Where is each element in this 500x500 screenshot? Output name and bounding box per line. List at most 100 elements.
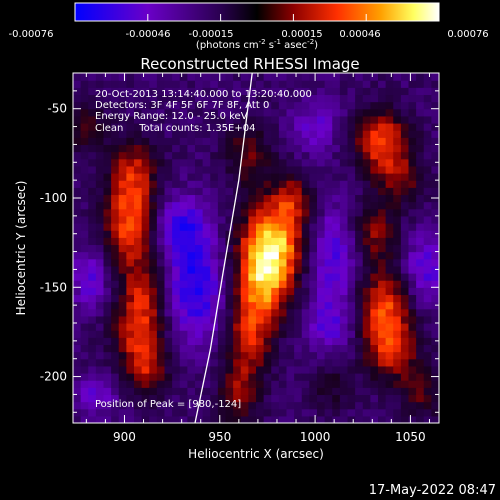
heatmap-cell xyxy=(347,208,356,217)
heatmap-cell xyxy=(416,144,425,153)
heatmap-cell xyxy=(172,230,181,238)
heatmap-cell xyxy=(263,115,272,124)
heatmap-cell xyxy=(210,87,219,96)
heatmap-cell xyxy=(263,108,272,117)
heatmap-cell xyxy=(423,201,432,210)
x-tick-label: 950 xyxy=(208,430,231,444)
heatmap-cell xyxy=(263,87,272,96)
heatmap-cell xyxy=(233,94,242,103)
heatmap-cell xyxy=(111,101,120,110)
heatmap-cell xyxy=(332,73,341,81)
heatmap-cell xyxy=(134,287,143,296)
heatmap-cell xyxy=(134,108,143,117)
heatmap-cell xyxy=(134,144,143,153)
heatmap-cell xyxy=(210,330,219,338)
heatmap-cell xyxy=(233,130,242,138)
heatmap-cell xyxy=(355,337,364,346)
heatmap-cell xyxy=(103,237,112,246)
heatmap-cell xyxy=(80,223,89,231)
heatmap-cell xyxy=(149,108,158,117)
heatmap-cell xyxy=(233,108,242,117)
heatmap-cell xyxy=(332,223,341,231)
heatmap-cell xyxy=(355,358,364,367)
heatmap-cell xyxy=(347,358,356,367)
heatmap-cell xyxy=(317,280,326,288)
heatmap-cell xyxy=(210,301,219,310)
heatmap-cell xyxy=(225,380,234,388)
heatmap-cell xyxy=(393,373,402,381)
heatmap-cell xyxy=(294,130,303,138)
heatmap-cell xyxy=(256,301,265,310)
heatmap-cell xyxy=(423,258,432,267)
heatmap-cell xyxy=(202,358,211,367)
heatmap-cell xyxy=(423,394,432,403)
heatmap-cell xyxy=(431,308,439,317)
heatmap-cell xyxy=(416,73,425,81)
heatmap-cell xyxy=(88,144,97,153)
heatmap-cell xyxy=(324,187,333,196)
heatmap-cell xyxy=(378,401,387,410)
heatmap-cell xyxy=(408,265,417,274)
heatmap-cell xyxy=(294,294,303,303)
heatmap-cell xyxy=(286,115,295,124)
heatmap-cell xyxy=(111,230,120,238)
heatmap-cell xyxy=(95,358,105,367)
heatmap-cell xyxy=(172,323,181,331)
heatmap-cell xyxy=(187,123,196,131)
colorbar-tick-label: 0.00015 xyxy=(281,29,322,40)
heatmap-cell xyxy=(73,280,82,288)
heatmap-cell xyxy=(187,280,196,288)
heatmap-cell xyxy=(248,387,257,396)
heatmap-cell xyxy=(385,251,394,260)
heatmap-cell xyxy=(309,337,318,346)
heatmap-cell xyxy=(347,308,356,317)
heatmap-cell xyxy=(385,358,394,367)
heatmap-cell xyxy=(225,130,234,138)
heatmap-cell xyxy=(141,201,150,210)
heatmap-cell xyxy=(286,287,295,296)
heatmap-cell xyxy=(233,287,242,296)
heatmap-cell xyxy=(263,208,272,217)
heatmap-cell xyxy=(240,87,249,96)
heatmap-cell xyxy=(370,237,379,246)
heatmap-cell xyxy=(141,415,150,423)
heatmap-cell xyxy=(103,351,112,360)
heatmap-cell xyxy=(278,365,288,374)
heatmap-cell xyxy=(385,230,394,238)
heatmap-cell xyxy=(408,80,417,88)
heatmap-cell xyxy=(95,137,105,146)
heatmap-cell xyxy=(393,115,402,124)
heatmap-cell xyxy=(324,230,333,238)
heatmap-cell xyxy=(423,323,432,331)
heatmap-cell xyxy=(324,408,333,417)
heatmap-cell xyxy=(156,187,166,196)
heatmap-cell xyxy=(118,208,127,217)
heatmap-cell xyxy=(324,287,333,296)
heatmap-cell xyxy=(240,358,249,367)
heatmap-cell xyxy=(141,223,150,231)
heatmap-cell xyxy=(294,237,303,246)
heatmap-cell xyxy=(80,273,89,281)
heatmap-cell xyxy=(408,194,417,203)
heatmap-cell xyxy=(416,187,425,196)
heatmap-cell xyxy=(233,323,242,331)
heatmap-cell xyxy=(355,380,364,388)
heatmap-cell xyxy=(431,115,439,124)
heatmap-cell xyxy=(88,73,97,81)
heatmap-cell xyxy=(225,315,234,324)
heatmap-cell xyxy=(240,265,249,274)
heatmap-cell xyxy=(431,187,439,196)
heatmap-cell xyxy=(309,387,318,396)
heatmap-cell xyxy=(355,280,364,288)
heatmap-cell xyxy=(210,237,219,246)
heatmap-cell xyxy=(156,280,166,288)
heatmap-cell xyxy=(240,244,249,253)
heatmap-cell xyxy=(278,351,288,360)
heatmap-cell xyxy=(278,194,288,203)
heatmap-cell xyxy=(416,130,425,138)
heatmap-cell xyxy=(423,187,432,196)
heatmap-cell xyxy=(355,315,364,324)
heatmap-cell xyxy=(324,294,333,303)
heatmap-cell xyxy=(195,351,204,360)
heatmap-cell xyxy=(294,330,303,338)
